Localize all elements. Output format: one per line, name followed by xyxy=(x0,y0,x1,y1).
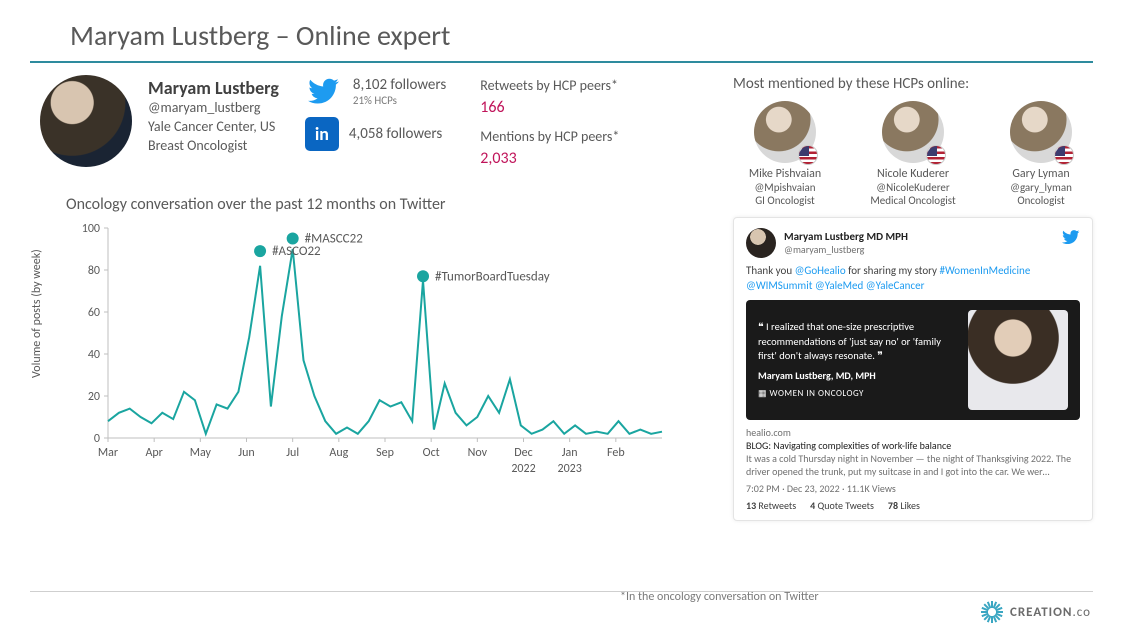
tweet-text: Thank you @GoHealio for sharing my story… xyxy=(746,264,1080,294)
tweet-link-card: healio.com BLOG: Navigating complexities… xyxy=(746,426,1080,478)
hcp-item: Nicole Kuderer @NicoleKuderer Medical On… xyxy=(861,101,965,207)
tweet-media-image xyxy=(968,310,1068,410)
twitter-followers: 8,102 followers xyxy=(353,76,446,94)
profile-handle: @maryam_lustberg xyxy=(148,99,279,118)
social-block: 8,102 followers 21% HCPs in 4,058 follow… xyxy=(305,75,446,151)
hcp-role: Medical Oncologist xyxy=(861,194,965,207)
chart-ylabel: Volume of posts (by week) xyxy=(30,249,44,378)
metrics-block: Retweets by HCP peers* 166 Mentions by H… xyxy=(480,75,619,177)
tweet-stats: 13 Retweets 4 Quote Tweets 78 Likes xyxy=(746,499,1080,512)
logo-burst-icon xyxy=(980,600,1004,624)
chart-title: Oncology conversation over the past 12 m… xyxy=(66,195,715,214)
creation-logo: CREATION.co xyxy=(980,600,1091,624)
flag-icon xyxy=(926,145,946,165)
twitter-hcp-pct: 21% HCPs xyxy=(353,94,446,107)
svg-text:60: 60 xyxy=(88,306,100,320)
svg-text:40: 40 xyxy=(88,348,100,362)
profile-role: Breast Oncologist xyxy=(148,137,279,156)
hcp-handle: @gary_lyman xyxy=(989,181,1093,194)
svg-text:2023: 2023 xyxy=(558,462,582,476)
slide-title: Maryam Lustberg – Online expert xyxy=(30,0,1093,63)
women-in-oncology-label: ▦ WOMEN IN ONCOLOGY xyxy=(758,388,958,399)
linkedin-followers: 4,058 followers xyxy=(349,125,442,143)
svg-text:May: May xyxy=(190,446,212,460)
svg-text:Feb: Feb xyxy=(607,446,625,460)
svg-text:0: 0 xyxy=(94,432,100,446)
hcp-avatar xyxy=(754,101,816,163)
hcp-name: Gary Lyman xyxy=(989,167,1093,181)
svg-text:Oct: Oct xyxy=(423,446,440,460)
tweet-card[interactable]: Maryam Lustberg MD MPH @maryam_lustberg … xyxy=(733,217,1093,521)
hcp-item: Mike Pishvaian @Mpishvaian GI Oncologist xyxy=(733,101,837,207)
chart-svg: 0 20 40 60 80 100 Mar Apr May Jun Jul Aug Sep Oct Nov D… xyxy=(74,218,668,488)
svg-text:Mar: Mar xyxy=(98,446,118,460)
svg-text:Jun: Jun xyxy=(238,446,254,460)
profile-name: Maryam Lustberg xyxy=(148,77,279,99)
svg-text:Apr: Apr xyxy=(145,446,162,460)
svg-text:Jan: Jan xyxy=(562,446,578,460)
hcp-row: Mike Pishvaian @Mpishvaian GI Oncologist… xyxy=(733,101,1093,207)
flag-icon xyxy=(1054,145,1074,165)
footnote: *In the oncology conversation on Twitter xyxy=(620,590,819,604)
hcp-name: Nicole Kuderer xyxy=(861,167,965,181)
footer-divider xyxy=(30,591,1093,592)
flag-icon xyxy=(798,145,818,165)
svg-text:80: 80 xyxy=(88,264,100,278)
tweet-media: ❝ I realized that one-size prescriptive … xyxy=(746,300,1080,420)
tweet-quote: ❝ I realized that one-size prescriptive … xyxy=(758,320,958,363)
profile-block: Maryam Lustberg @maryam_lustberg Yale Ca… xyxy=(40,75,715,177)
mentions-label: Mentions by HCP peers* xyxy=(480,126,619,147)
tweet-avatar xyxy=(746,228,776,258)
svg-text:2022: 2022 xyxy=(511,462,535,476)
hcp-handle: @Mpishvaian xyxy=(733,181,837,194)
tweet-author-handle: @maryam_lustberg xyxy=(784,243,908,256)
mentions-value: 2,033 xyxy=(480,147,619,171)
svg-text:100: 100 xyxy=(82,222,100,236)
retweets-value: 166 xyxy=(480,96,619,120)
retweets-label: Retweets by HCP peers* xyxy=(480,75,619,96)
line-chart: Volume of posts (by week) 020406080100Ma… xyxy=(40,218,680,538)
profile-affiliation: Yale Cancer Center, US xyxy=(148,118,279,137)
svg-text:20: 20 xyxy=(88,390,100,404)
linkedin-icon: in xyxy=(305,117,339,151)
tweet-meta: 7:02 PM · Dec 23, 2022 · 11.1K Views xyxy=(746,482,1080,495)
hcp-handle: @NicoleKuderer xyxy=(861,181,965,194)
svg-text:#MASCC22: #MASCC22 xyxy=(305,232,364,247)
tweet-author-name: Maryam Lustberg MD MPH xyxy=(784,230,908,243)
hcp-avatar xyxy=(1010,101,1072,163)
hcp-section-title: Most mentioned by these HCPs online: xyxy=(733,75,1093,93)
profile-text: Maryam Lustberg @maryam_lustberg Yale Ca… xyxy=(148,75,279,156)
hcp-role: Oncologist xyxy=(989,194,1093,207)
hcp-name: Mike Pishvaian xyxy=(733,167,837,181)
tweet-quote-name: Maryam Lustberg, MD, MPH xyxy=(758,369,958,382)
hcp-item: Gary Lyman @gary_lyman Oncologist xyxy=(989,101,1093,207)
profile-avatar xyxy=(40,75,132,167)
svg-text:Dec: Dec xyxy=(514,446,532,460)
svg-text:Nov: Nov xyxy=(468,446,488,460)
svg-text:#TumorBoardTuesday: #TumorBoardTuesday xyxy=(435,269,550,284)
hcp-avatar xyxy=(882,101,944,163)
hcp-role: GI Oncologist xyxy=(733,194,837,207)
svg-text:Jul: Jul xyxy=(286,446,299,460)
svg-text:Sep: Sep xyxy=(376,446,394,460)
svg-text:Aug: Aug xyxy=(329,446,348,460)
twitter-icon xyxy=(305,75,343,107)
twitter-icon xyxy=(1060,228,1082,246)
